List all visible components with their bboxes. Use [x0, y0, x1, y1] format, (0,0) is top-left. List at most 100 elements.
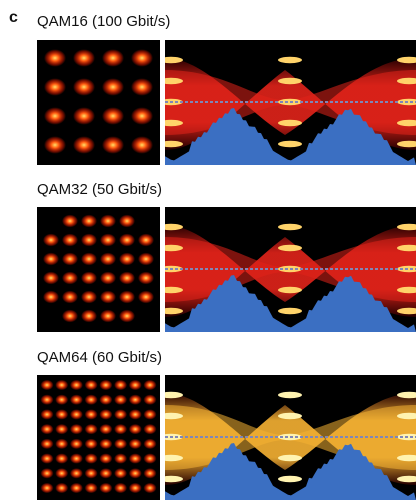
- constellation-point: [143, 423, 157, 435]
- eye-level-stripe: [165, 307, 183, 315]
- constellation-qam16: [37, 40, 160, 165]
- eye-level-stripe: [278, 56, 302, 64]
- constellation-point: [44, 49, 66, 67]
- eye-level-stripe: [397, 77, 416, 85]
- constellation-point: [44, 78, 66, 96]
- eye-level-stripe: [278, 140, 302, 148]
- eye-level-stripe: [165, 433, 183, 441]
- constellation-point: [62, 252, 78, 266]
- constellation-point: [43, 290, 59, 304]
- constellation-point: [69, 423, 83, 435]
- constellation-point: [84, 379, 98, 391]
- constellation-point: [40, 468, 54, 479]
- eye-level-stripe: [397, 454, 416, 462]
- eye-level-stripe: [165, 244, 183, 252]
- histogram: [165, 108, 416, 165]
- constellation-point: [84, 468, 98, 479]
- constellation-point: [102, 136, 124, 154]
- constellation-point: [143, 394, 157, 405]
- constellation-point: [128, 423, 142, 435]
- eye-level-stripe: [397, 412, 416, 420]
- constellation-qam32: [37, 207, 160, 332]
- constellation-point: [119, 214, 135, 228]
- constellation-point: [43, 252, 59, 266]
- constellation-point: [143, 409, 157, 420]
- constellation-point: [99, 379, 113, 391]
- constellation-point: [73, 49, 95, 67]
- constellation-point: [119, 271, 135, 285]
- constellation-point: [69, 438, 83, 450]
- eye-level-stripe: [278, 307, 302, 315]
- eye-level-stripe: [397, 223, 416, 231]
- histogram: [165, 443, 416, 500]
- constellation-point: [69, 453, 83, 464]
- row-title-qam32: QAM32 (50 Gbit/s): [37, 181, 163, 198]
- eye-level-stripe: [165, 56, 183, 64]
- constellation-point: [69, 409, 83, 420]
- constellation-point: [55, 468, 69, 479]
- constellation-point: [114, 379, 128, 391]
- constellation-point: [55, 394, 69, 405]
- constellation-point: [143, 453, 157, 464]
- eye-level-stripe: [397, 391, 416, 399]
- constellation-point: [138, 252, 154, 266]
- constellation-point: [114, 409, 128, 420]
- constellation-point: [99, 453, 113, 464]
- constellation-point: [138, 233, 154, 247]
- constellation-point: [128, 453, 142, 464]
- constellation-point: [119, 233, 135, 247]
- eye-level-stripe: [397, 244, 416, 252]
- constellation-point: [131, 78, 153, 96]
- eye-level-stripe: [278, 391, 302, 399]
- constellation-point: [114, 453, 128, 464]
- constellation-point: [128, 409, 142, 420]
- eye-level-stripe: [278, 119, 302, 127]
- constellation-point: [44, 107, 66, 125]
- eye-diagram-qam16: [165, 40, 416, 165]
- constellation-point: [62, 309, 78, 323]
- eye-level-stripe: [165, 286, 183, 294]
- constellation-point: [44, 136, 66, 154]
- constellation-point: [62, 233, 78, 247]
- constellation-point: [119, 309, 135, 323]
- constellation-point: [102, 78, 124, 96]
- eye-level-stripe: [165, 265, 183, 273]
- eye-level-stripe: [397, 119, 416, 127]
- constellation-point: [43, 233, 59, 247]
- row-title-qam16: QAM16 (100 Gbit/s): [37, 13, 171, 30]
- constellation-point: [40, 409, 54, 420]
- eye-level-stripe: [165, 223, 183, 231]
- panel-letter: c: [9, 9, 18, 26]
- constellation-point: [128, 394, 142, 405]
- eye-level-stripe: [278, 223, 302, 231]
- constellation-point: [143, 482, 157, 494]
- constellation-point: [84, 438, 98, 450]
- row-title-qam64: QAM64 (60 Gbit/s): [37, 349, 163, 366]
- constellation-point: [100, 233, 116, 247]
- constellation-point: [100, 290, 116, 304]
- constellation-point: [81, 309, 97, 323]
- eye-level-stripe: [278, 244, 302, 252]
- eye-level-stripe: [278, 412, 302, 420]
- constellation-point: [114, 423, 128, 435]
- eye-level-stripe: [165, 98, 183, 106]
- constellation-point: [40, 453, 54, 464]
- eye-level-stripe: [165, 119, 183, 127]
- constellation-point: [81, 214, 97, 228]
- constellation-point: [84, 409, 98, 420]
- constellation-point: [99, 468, 113, 479]
- constellation-point: [143, 379, 157, 391]
- eye-level-stripe: [397, 56, 416, 64]
- constellation-point: [81, 290, 97, 304]
- constellation-point: [143, 468, 157, 479]
- constellation-point: [99, 409, 113, 420]
- eye-diagram-qam64: [165, 375, 416, 500]
- eye-diagram-qam32: [165, 207, 416, 332]
- constellation-point: [100, 309, 116, 323]
- constellation-point: [114, 438, 128, 450]
- constellation-point: [55, 409, 69, 420]
- eye-level-stripe: [165, 412, 183, 420]
- constellation-point: [128, 438, 142, 450]
- eye-level-stripe: [278, 77, 302, 85]
- constellation-point: [99, 482, 113, 494]
